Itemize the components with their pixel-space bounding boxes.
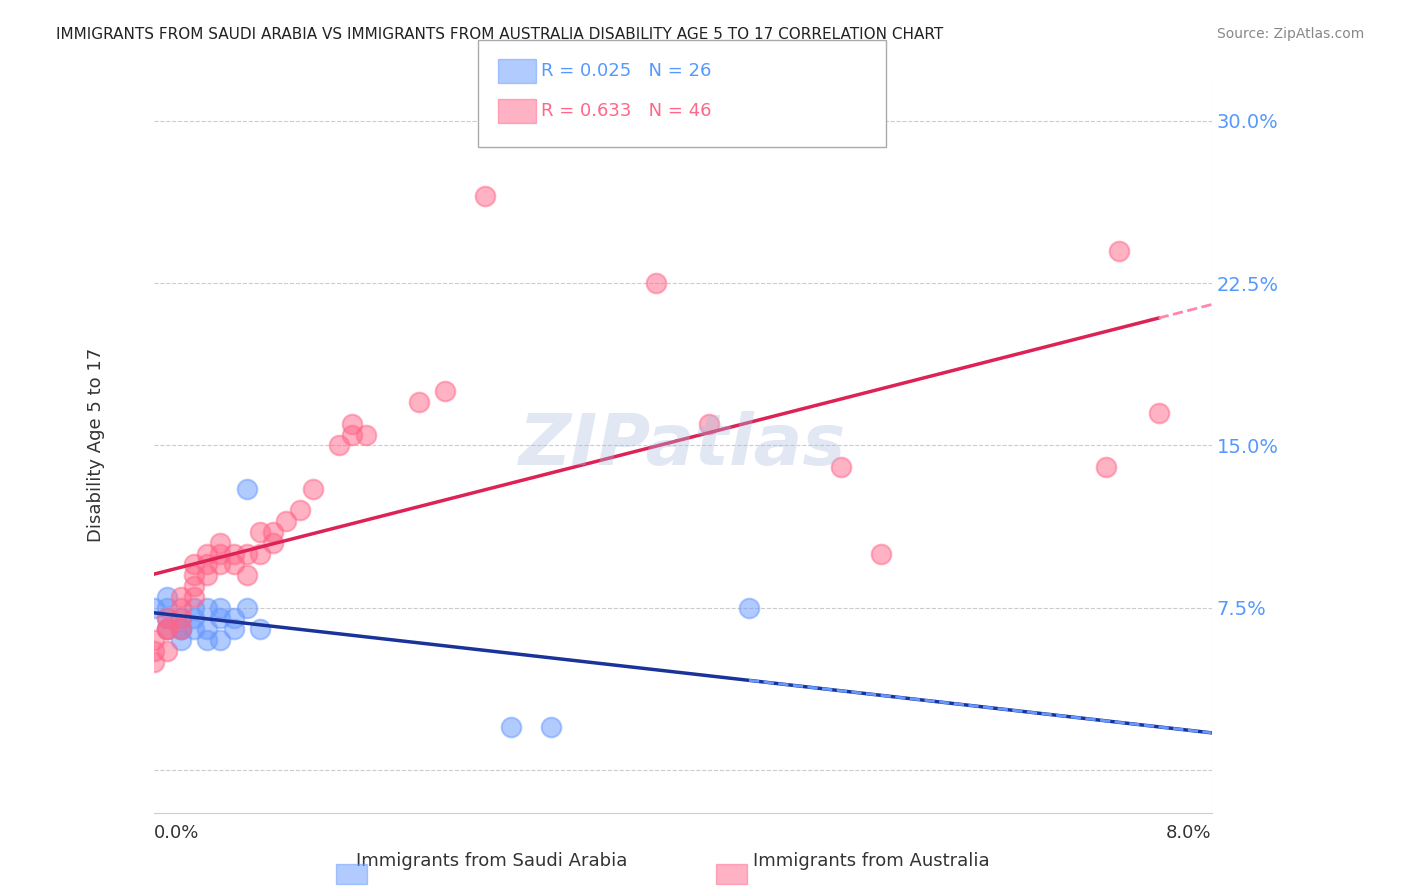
Point bbox=[195, 622, 218, 636]
Point bbox=[222, 558, 245, 572]
Text: Source: ZipAtlas.com: Source: ZipAtlas.com bbox=[1216, 27, 1364, 41]
Point bbox=[209, 558, 232, 572]
Point bbox=[183, 579, 205, 593]
Text: 8.0%: 8.0% bbox=[1166, 824, 1212, 842]
Point bbox=[156, 622, 179, 636]
Point bbox=[183, 558, 205, 572]
Point bbox=[262, 524, 284, 539]
Point bbox=[474, 189, 496, 203]
Point bbox=[156, 611, 179, 625]
Point bbox=[288, 503, 311, 517]
Point bbox=[183, 600, 205, 615]
Point bbox=[209, 600, 232, 615]
Text: 0.0%: 0.0% bbox=[155, 824, 200, 842]
Point bbox=[169, 633, 191, 648]
Point bbox=[499, 720, 522, 734]
Point bbox=[276, 514, 298, 528]
Point bbox=[195, 568, 218, 582]
Point bbox=[738, 600, 761, 615]
Point bbox=[408, 395, 430, 409]
Point bbox=[870, 547, 893, 561]
Point bbox=[235, 482, 257, 496]
Point bbox=[143, 633, 166, 648]
Point bbox=[249, 622, 271, 636]
Point bbox=[169, 622, 191, 636]
Point bbox=[235, 568, 257, 582]
Point bbox=[1108, 244, 1130, 258]
Point bbox=[183, 590, 205, 604]
Point bbox=[328, 438, 350, 452]
Point bbox=[235, 547, 257, 561]
Point bbox=[249, 547, 271, 561]
Point bbox=[195, 547, 218, 561]
Point bbox=[183, 568, 205, 582]
Point bbox=[183, 622, 205, 636]
Point bbox=[249, 524, 271, 539]
Point bbox=[169, 590, 191, 604]
Text: Immigrants from Saudi Arabia: Immigrants from Saudi Arabia bbox=[356, 852, 628, 870]
Point bbox=[222, 547, 245, 561]
Point bbox=[143, 600, 166, 615]
Point bbox=[209, 633, 232, 648]
Text: Immigrants from Australia: Immigrants from Australia bbox=[754, 852, 990, 870]
Point bbox=[183, 611, 205, 625]
Point bbox=[156, 622, 179, 636]
Point bbox=[235, 600, 257, 615]
Point bbox=[195, 600, 218, 615]
Point bbox=[195, 558, 218, 572]
Text: R = 0.633   N = 46: R = 0.633 N = 46 bbox=[541, 103, 711, 120]
Point bbox=[209, 535, 232, 549]
Point bbox=[262, 535, 284, 549]
Point bbox=[169, 611, 191, 625]
Text: R = 0.025   N = 26: R = 0.025 N = 26 bbox=[541, 62, 711, 80]
Point bbox=[209, 547, 232, 561]
Point bbox=[156, 611, 179, 625]
Text: ZIPatlas: ZIPatlas bbox=[519, 411, 846, 480]
Point bbox=[209, 611, 232, 625]
Point bbox=[156, 622, 179, 636]
Point bbox=[1147, 406, 1170, 420]
Point bbox=[169, 622, 191, 636]
Text: Disability Age 5 to 17: Disability Age 5 to 17 bbox=[87, 348, 105, 542]
Point bbox=[156, 644, 179, 658]
Point bbox=[195, 633, 218, 648]
Text: IMMIGRANTS FROM SAUDI ARABIA VS IMMIGRANTS FROM AUSTRALIA DISABILITY AGE 5 TO 17: IMMIGRANTS FROM SAUDI ARABIA VS IMMIGRAN… bbox=[56, 27, 943, 42]
Point bbox=[697, 417, 720, 431]
Point bbox=[354, 427, 377, 442]
Point bbox=[342, 427, 364, 442]
Point bbox=[222, 611, 245, 625]
Point bbox=[156, 600, 179, 615]
Point bbox=[143, 655, 166, 669]
Point bbox=[169, 600, 191, 615]
Point bbox=[1094, 460, 1116, 475]
Point bbox=[301, 482, 323, 496]
Point bbox=[433, 384, 456, 399]
Point bbox=[830, 460, 852, 475]
Point bbox=[156, 590, 179, 604]
Point bbox=[342, 417, 364, 431]
Point bbox=[169, 611, 191, 625]
Point bbox=[222, 622, 245, 636]
Point bbox=[169, 622, 191, 636]
Point bbox=[645, 276, 668, 290]
Point bbox=[143, 644, 166, 658]
Point bbox=[540, 720, 562, 734]
